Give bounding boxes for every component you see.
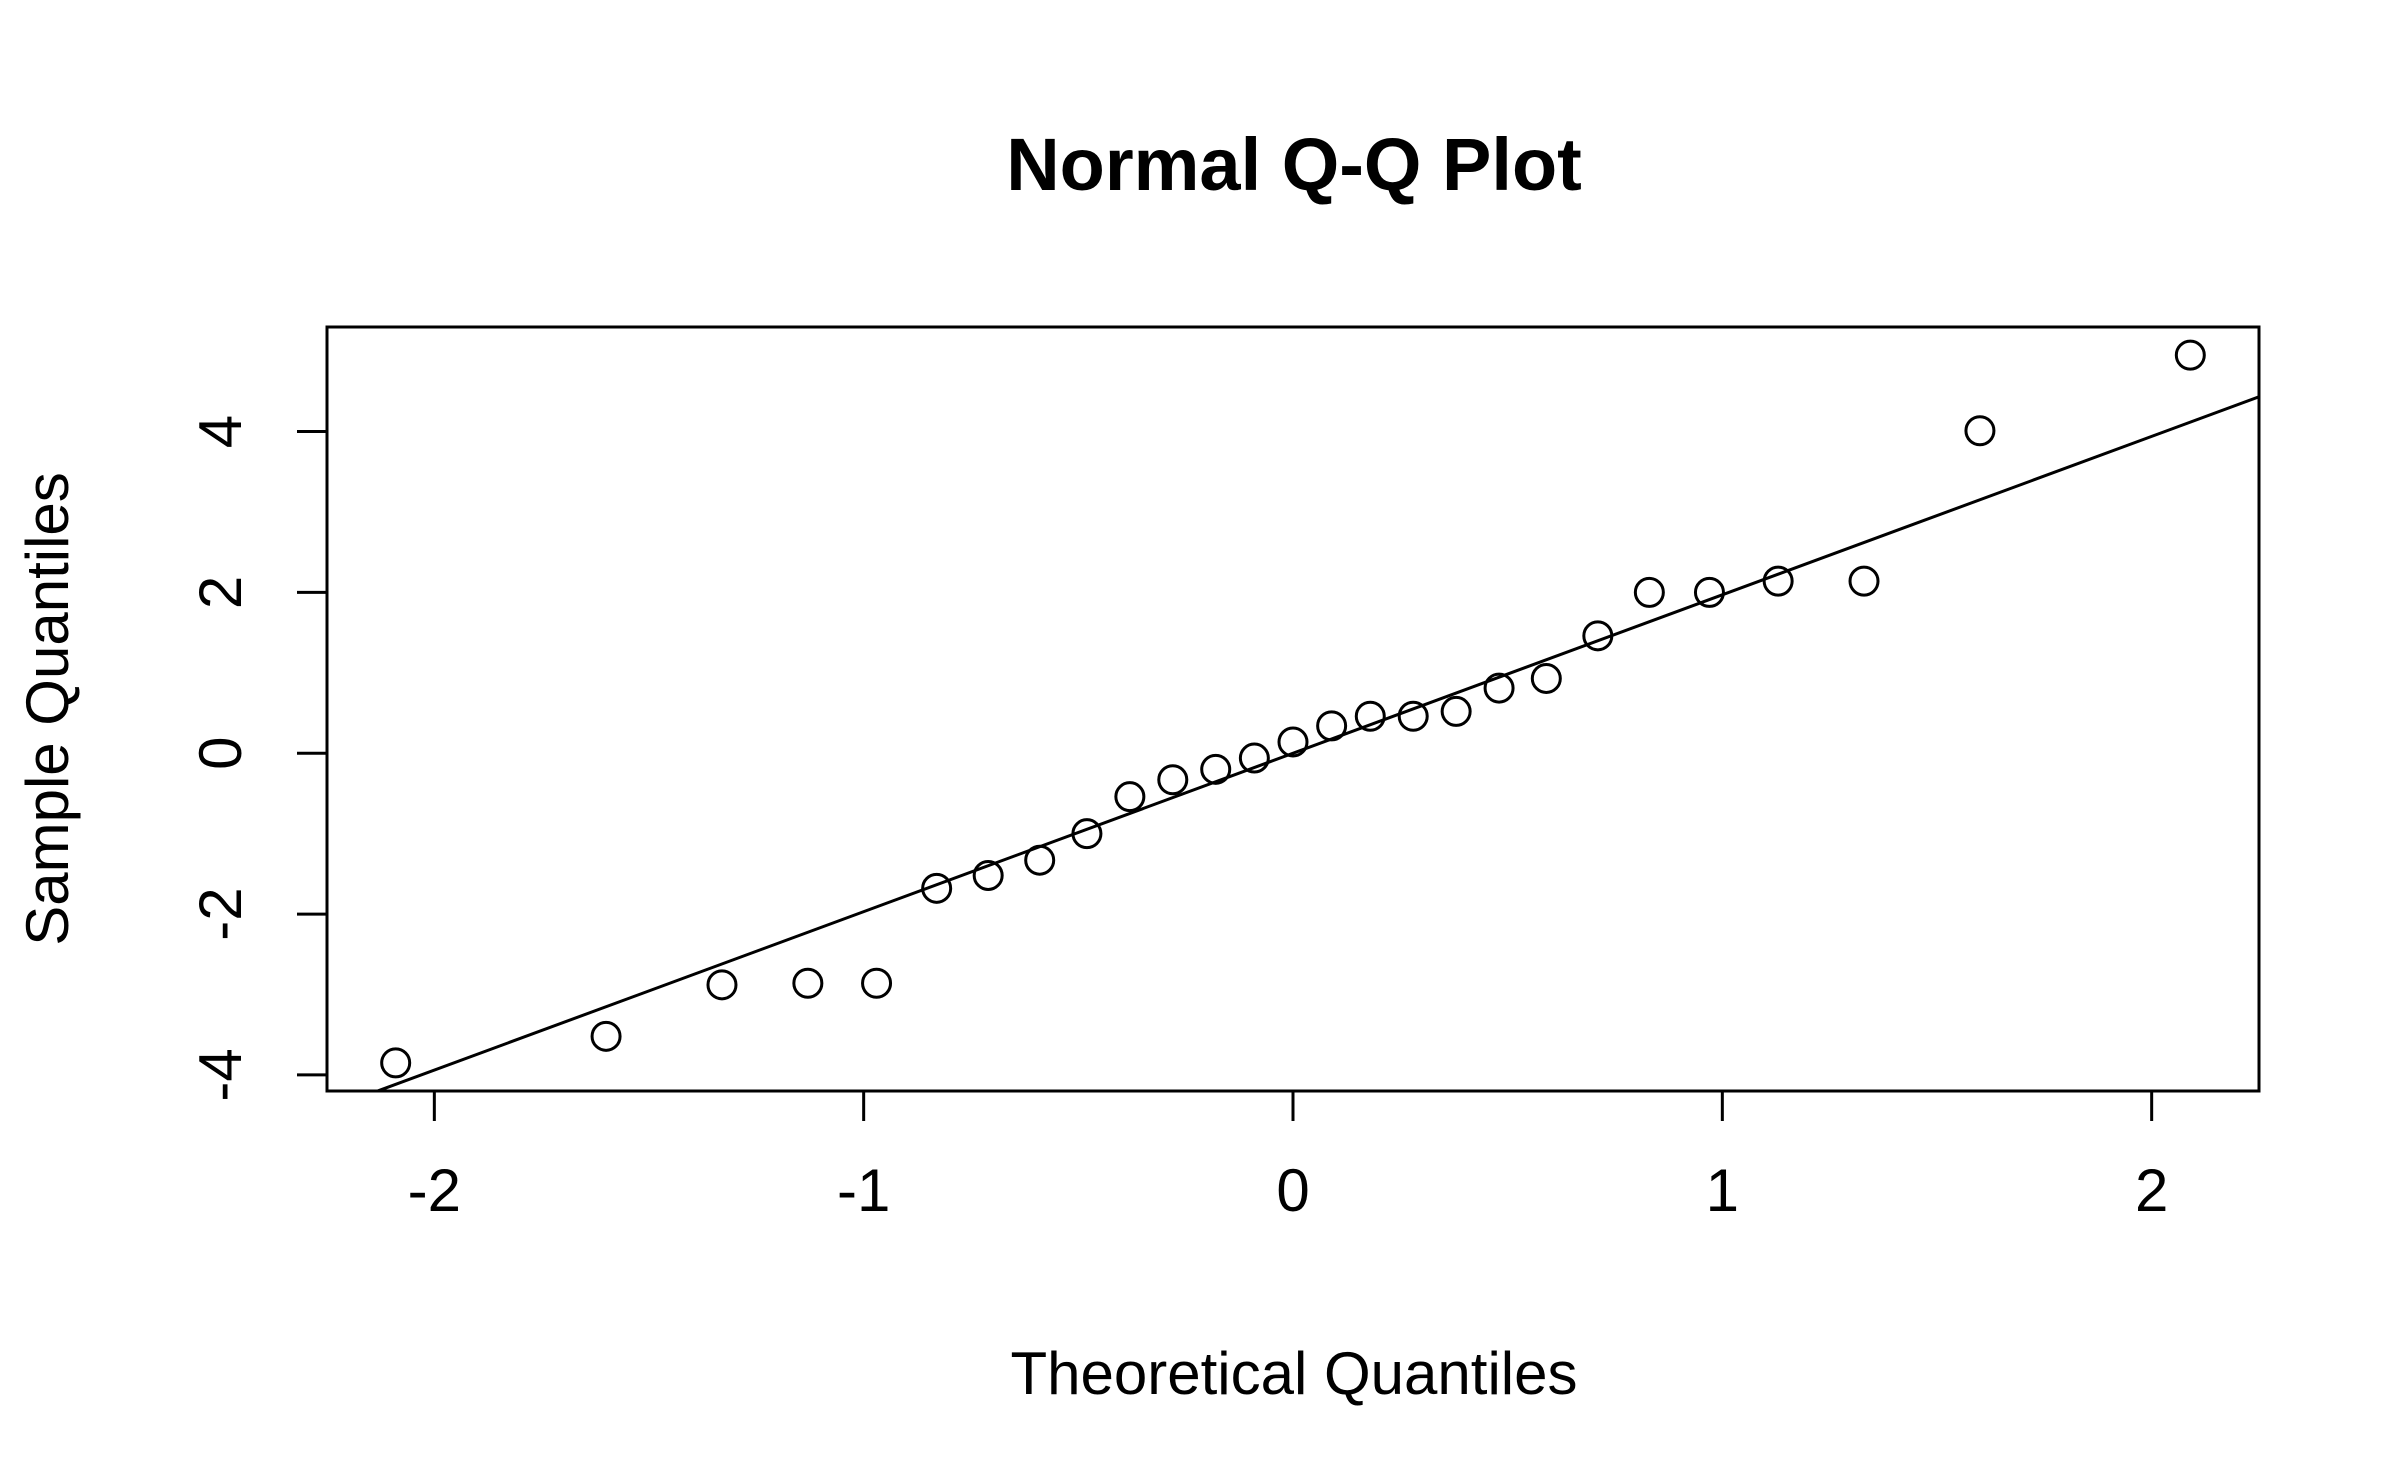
x-tick-label: -1 [837,1157,890,1224]
data-point [1024,844,1056,876]
data-point [972,859,1004,891]
data-point [2174,339,2206,371]
points-layer [380,339,2206,1079]
data-point [1200,753,1232,785]
x-axis-label: Theoretical Quantiles [1011,1340,1578,1407]
data-point [1530,662,1562,694]
data-point [1316,710,1348,742]
data-point [1762,565,1794,597]
reference-line-layer [373,395,2259,1091]
data-point [1354,700,1386,732]
data-point [1483,672,1515,704]
data-point [1238,742,1270,774]
y-tick-label: -4 [187,1048,254,1101]
data-point [1114,781,1146,813]
x-axis: -2 -1 0 1 2 [408,1089,2168,1224]
y-axis-label: Sample Quantiles [14,472,81,946]
data-point [861,967,893,999]
y-tick-label: 4 [187,415,254,448]
data-point [1440,695,1472,727]
x-tick-label: 2 [2135,1157,2168,1224]
x-tick-label: 1 [1706,1157,1739,1224]
data-point [921,872,953,904]
data-point [1071,818,1103,850]
data-point [1397,700,1429,732]
data-point [1964,415,1996,447]
x-tick-label: 0 [1276,1157,1309,1224]
data-point [1693,576,1725,608]
y-tick-label: -2 [187,887,254,940]
data-point [706,969,738,1001]
data-point [590,1020,622,1052]
qq-reference-line [373,395,2259,1091]
data-point [792,967,824,999]
chart-title: Normal Q-Q Plot [1006,123,1582,206]
data-point [1633,576,1665,608]
y-axis: -4 -2 0 2 4 [187,415,329,1102]
data-point [1277,726,1309,758]
data-point [1848,565,1880,597]
x-tick-label: -2 [408,1157,461,1224]
y-tick-label: 0 [187,737,254,770]
y-tick-label: 2 [187,576,254,609]
data-point [1582,620,1614,652]
data-point [380,1047,412,1079]
data-point [1157,764,1189,796]
